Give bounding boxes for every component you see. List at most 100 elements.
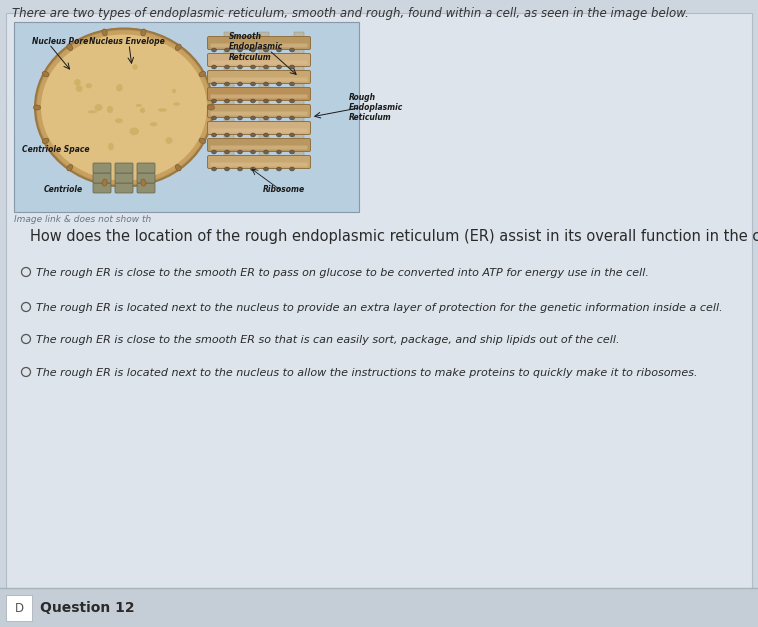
Ellipse shape [115, 119, 123, 123]
Ellipse shape [264, 82, 268, 86]
Ellipse shape [165, 137, 173, 144]
FancyBboxPatch shape [208, 122, 311, 135]
Ellipse shape [277, 167, 281, 171]
Ellipse shape [237, 150, 243, 154]
Ellipse shape [175, 44, 181, 50]
Ellipse shape [264, 65, 268, 69]
Ellipse shape [141, 179, 146, 186]
Ellipse shape [264, 99, 268, 103]
FancyBboxPatch shape [211, 43, 308, 48]
Ellipse shape [264, 116, 268, 120]
FancyBboxPatch shape [93, 163, 111, 173]
Ellipse shape [211, 167, 217, 171]
FancyBboxPatch shape [211, 95, 308, 98]
Ellipse shape [264, 150, 268, 154]
Ellipse shape [224, 133, 230, 137]
Ellipse shape [211, 133, 217, 137]
Ellipse shape [211, 99, 217, 103]
Ellipse shape [224, 150, 230, 154]
Ellipse shape [250, 48, 255, 52]
Ellipse shape [74, 79, 80, 86]
Ellipse shape [264, 133, 268, 137]
Text: How does the location of the rough endoplasmic reticulum (ER) assist in its over: How does the location of the rough endop… [30, 229, 758, 244]
Ellipse shape [224, 99, 230, 103]
FancyBboxPatch shape [0, 588, 758, 627]
Ellipse shape [88, 110, 97, 113]
Ellipse shape [95, 104, 102, 111]
FancyBboxPatch shape [211, 60, 308, 65]
FancyBboxPatch shape [208, 139, 311, 152]
Ellipse shape [42, 138, 49, 144]
Ellipse shape [224, 116, 230, 120]
FancyBboxPatch shape [211, 145, 308, 149]
Ellipse shape [290, 133, 295, 137]
Ellipse shape [150, 122, 157, 127]
Ellipse shape [277, 150, 281, 154]
Ellipse shape [250, 150, 255, 154]
Text: The rough ER is located next to the nucleus to allow the instructions to make pr: The rough ER is located next to the nucl… [36, 368, 697, 378]
FancyBboxPatch shape [211, 78, 308, 82]
Ellipse shape [250, 65, 255, 69]
Ellipse shape [224, 167, 230, 171]
Ellipse shape [264, 167, 268, 171]
Text: There are two types of endoplasmic reticulum, smooth and rough, found within a c: There are two types of endoplasmic retic… [12, 7, 689, 20]
FancyBboxPatch shape [211, 129, 308, 132]
FancyBboxPatch shape [208, 70, 311, 83]
Text: The rough ER is close to the smooth ER so that is can easily sort, package, and : The rough ER is close to the smooth ER s… [36, 335, 619, 345]
Ellipse shape [290, 65, 295, 69]
FancyBboxPatch shape [211, 162, 308, 167]
Text: Ribosome: Ribosome [262, 185, 305, 194]
Ellipse shape [250, 167, 255, 171]
Text: D: D [14, 601, 23, 614]
Ellipse shape [211, 48, 217, 52]
FancyBboxPatch shape [208, 88, 311, 100]
Ellipse shape [237, 167, 243, 171]
Ellipse shape [290, 48, 295, 52]
Ellipse shape [237, 82, 243, 86]
Ellipse shape [133, 64, 138, 70]
Ellipse shape [136, 104, 142, 107]
Ellipse shape [67, 44, 73, 50]
Ellipse shape [237, 133, 243, 137]
Ellipse shape [250, 133, 255, 137]
FancyBboxPatch shape [259, 32, 269, 157]
Ellipse shape [208, 105, 215, 110]
FancyBboxPatch shape [93, 173, 111, 183]
Ellipse shape [211, 65, 217, 69]
Ellipse shape [250, 116, 255, 120]
Ellipse shape [237, 116, 243, 120]
FancyBboxPatch shape [294, 32, 304, 157]
Ellipse shape [250, 82, 255, 86]
Ellipse shape [211, 116, 217, 120]
FancyBboxPatch shape [6, 13, 752, 591]
Text: Question 12: Question 12 [40, 601, 135, 615]
Ellipse shape [130, 127, 139, 135]
Ellipse shape [116, 84, 123, 92]
FancyBboxPatch shape [93, 183, 111, 193]
FancyBboxPatch shape [137, 183, 155, 193]
Text: Centriole: Centriole [44, 185, 83, 194]
FancyBboxPatch shape [14, 22, 359, 212]
Ellipse shape [86, 83, 92, 88]
Text: Nucleus Pore: Nucleus Pore [32, 37, 88, 46]
FancyBboxPatch shape [208, 155, 311, 169]
Ellipse shape [102, 179, 107, 186]
Ellipse shape [277, 82, 281, 86]
Ellipse shape [290, 82, 295, 86]
FancyBboxPatch shape [211, 112, 308, 115]
Ellipse shape [290, 167, 295, 171]
Ellipse shape [199, 71, 205, 76]
Text: Smooth
Endoplasmic
Reticulum: Smooth Endoplasmic Reticulum [229, 32, 283, 62]
Text: The rough ER is close to the smooth ER to pass on glucose to be converted into A: The rough ER is close to the smooth ER t… [36, 268, 649, 278]
Ellipse shape [37, 31, 211, 184]
Ellipse shape [277, 65, 281, 69]
Ellipse shape [173, 102, 180, 106]
Ellipse shape [175, 164, 181, 171]
Ellipse shape [42, 71, 49, 76]
Ellipse shape [35, 28, 213, 186]
FancyBboxPatch shape [115, 183, 133, 193]
Ellipse shape [237, 48, 243, 52]
Text: Image link & does not show th: Image link & does not show th [14, 215, 152, 224]
Text: Nucleus Envelope: Nucleus Envelope [89, 37, 164, 46]
Text: Centriole Space: Centriole Space [22, 145, 89, 154]
